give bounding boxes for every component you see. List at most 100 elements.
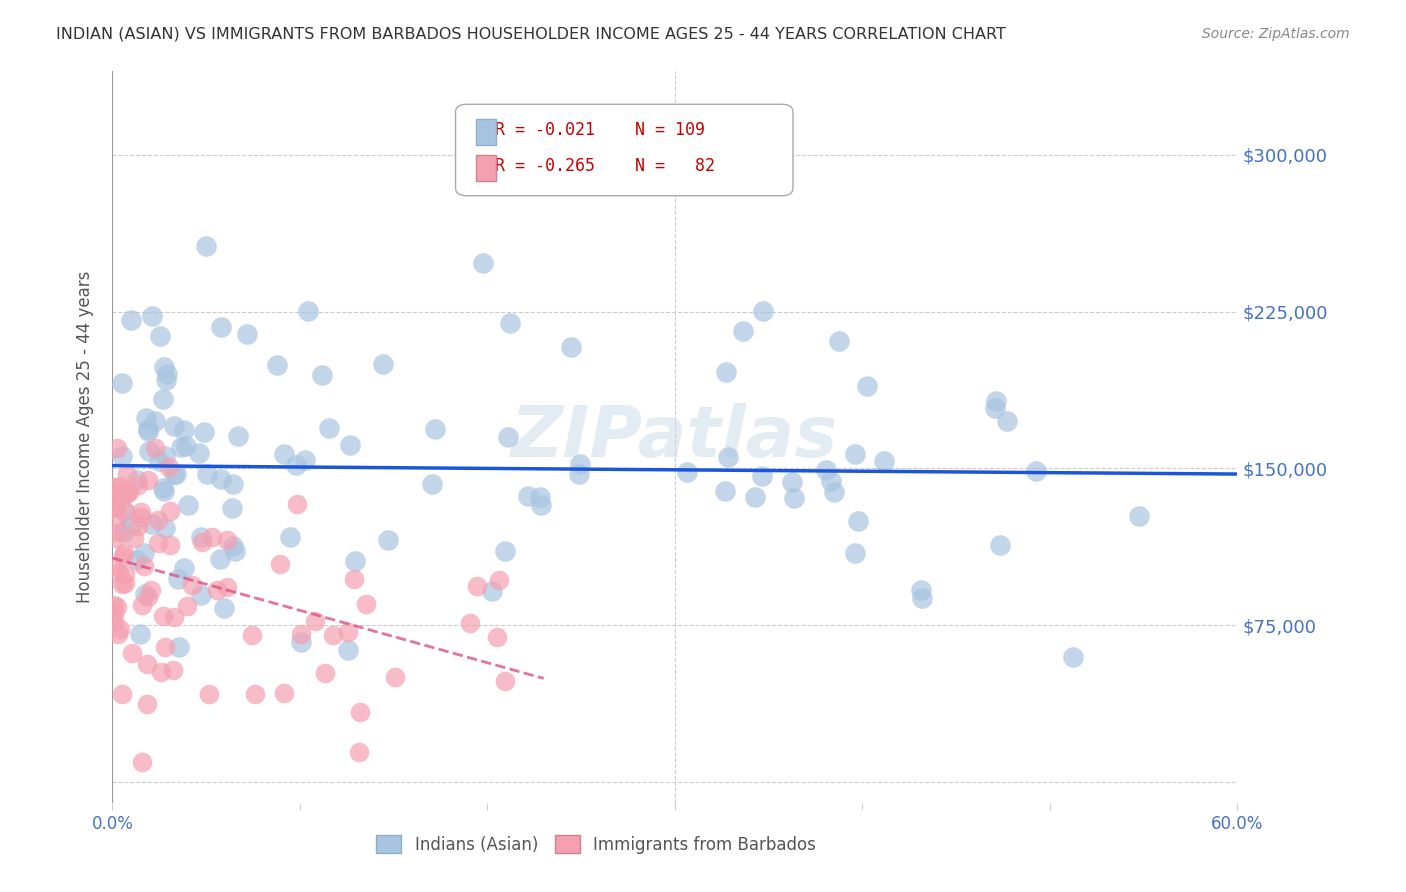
- Point: [873, 454, 896, 468]
- Point: [1128, 509, 1150, 524]
- Point: [209, 320, 232, 334]
- Point: [114, 566, 136, 581]
- Point: [155, 449, 177, 463]
- Point: [127, 519, 149, 533]
- Point: [494, 673, 516, 688]
- Point: [173, 560, 195, 574]
- Point: [166, 572, 188, 586]
- Point: [127, 478, 149, 492]
- Point: [226, 429, 249, 443]
- Point: [530, 498, 553, 512]
- Point: [420, 477, 443, 491]
- Point: [107, 599, 129, 614]
- Point: [129, 509, 152, 524]
- Point: [131, 755, 153, 769]
- Point: [117, 467, 139, 482]
- Point: [304, 614, 326, 628]
- Point: [169, 640, 191, 654]
- Point: [108, 525, 131, 540]
- Point: [112, 524, 135, 539]
- Point: [105, 531, 128, 545]
- Point: [488, 574, 510, 588]
- Point: [152, 609, 174, 624]
- Point: [827, 334, 849, 349]
- Point: [176, 498, 198, 512]
- Point: [222, 477, 245, 491]
- Point: [208, 552, 231, 566]
- Point: [103, 614, 125, 628]
- Point: [201, 530, 224, 544]
- Point: [180, 577, 202, 591]
- Point: [209, 472, 232, 486]
- Point: [104, 499, 127, 513]
- Text: R = -0.021    N = 109: R = -0.021 N = 109: [495, 121, 704, 139]
- Point: [176, 599, 198, 613]
- Point: [108, 566, 131, 581]
- Point: [198, 687, 221, 701]
- Point: [152, 481, 174, 495]
- Point: [294, 453, 316, 467]
- Point: [103, 606, 125, 620]
- Point: [146, 536, 169, 550]
- Point: [344, 554, 367, 568]
- Point: [153, 521, 176, 535]
- Point: [273, 686, 295, 700]
- Point: [297, 303, 319, 318]
- Point: [114, 487, 136, 501]
- Point: [751, 468, 773, 483]
- Point: [163, 419, 186, 434]
- Point: [780, 475, 803, 489]
- Point: [155, 367, 177, 381]
- Point: [371, 357, 394, 371]
- Point: [273, 447, 295, 461]
- Point: [148, 453, 170, 467]
- Point: [569, 457, 592, 471]
- Point: [108, 478, 131, 492]
- Point: [494, 543, 516, 558]
- Point: [136, 425, 159, 439]
- Point: [517, 489, 540, 503]
- Point: [120, 518, 142, 533]
- Point: [190, 588, 212, 602]
- Point: [529, 491, 551, 505]
- Y-axis label: Householder Income Ages 25 - 44 years: Householder Income Ages 25 - 44 years: [76, 271, 94, 603]
- Point: [191, 535, 214, 549]
- Point: [465, 579, 488, 593]
- Point: [481, 584, 503, 599]
- Point: [339, 438, 361, 452]
- Text: Source: ZipAtlas.com: Source: ZipAtlas.com: [1202, 27, 1350, 41]
- Point: [236, 327, 259, 342]
- Point: [823, 484, 845, 499]
- Point: [143, 441, 166, 455]
- FancyBboxPatch shape: [475, 155, 496, 181]
- Point: [139, 582, 162, 597]
- Point: [676, 466, 699, 480]
- Point: [284, 458, 307, 473]
- Point: [134, 587, 156, 601]
- Point: [114, 504, 136, 518]
- Point: [114, 575, 136, 590]
- Point: [136, 697, 159, 711]
- Point: [744, 490, 766, 504]
- Point: [318, 420, 340, 434]
- Point: [114, 504, 136, 518]
- Point: [103, 558, 125, 573]
- Point: [120, 313, 142, 327]
- Point: [240, 628, 263, 642]
- Point: [988, 538, 1011, 552]
- Text: ZIPatlas: ZIPatlas: [512, 402, 838, 472]
- Point: [356, 597, 378, 611]
- Point: [984, 394, 1007, 409]
- Point: [118, 484, 141, 499]
- Point: [205, 582, 228, 597]
- Point: [111, 577, 134, 591]
- Point: [141, 310, 163, 324]
- Point: [266, 358, 288, 372]
- Point: [165, 467, 187, 481]
- Point: [844, 546, 866, 560]
- Point: [128, 627, 150, 641]
- Point: [486, 631, 509, 645]
- Point: [121, 646, 143, 660]
- Point: [125, 552, 148, 566]
- Point: [1025, 464, 1047, 478]
